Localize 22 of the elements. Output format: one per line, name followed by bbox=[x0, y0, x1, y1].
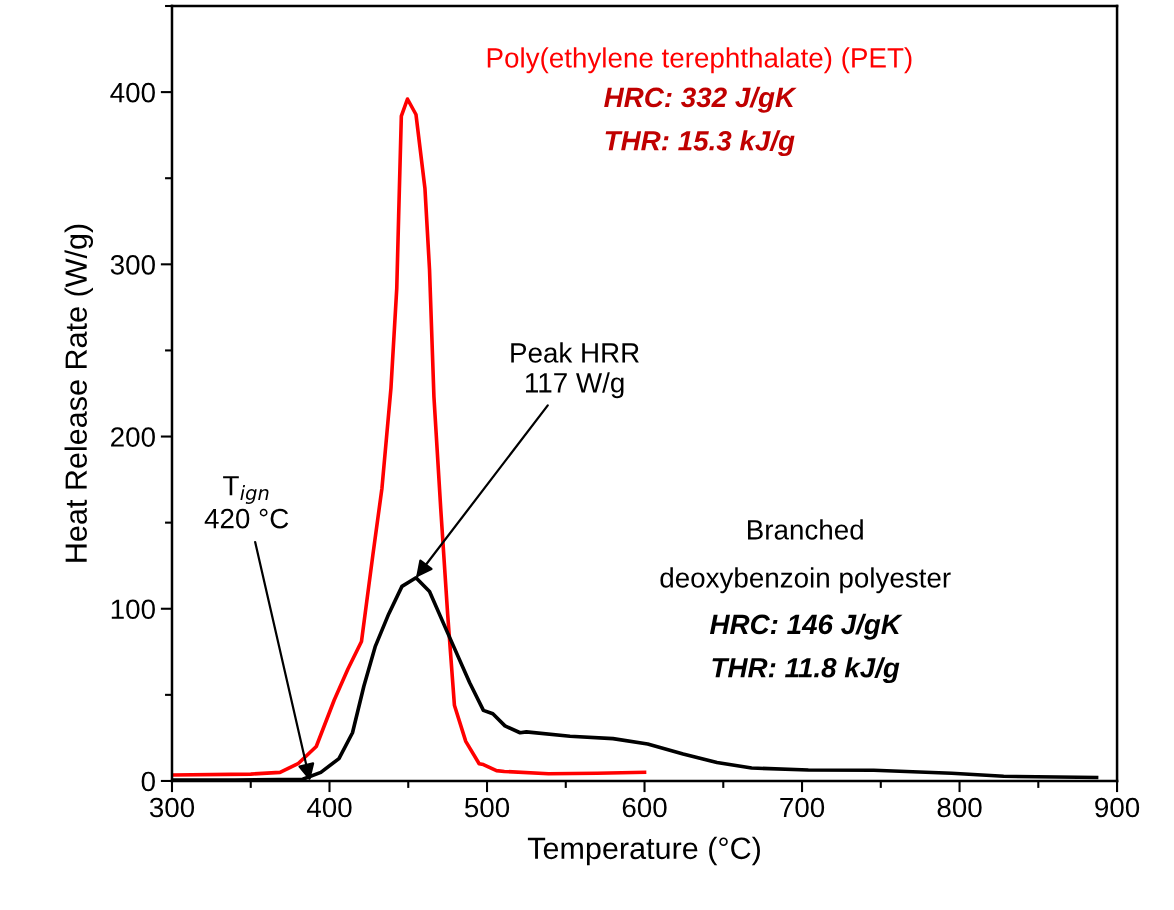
x-tick-label: 800 bbox=[937, 797, 982, 818]
text: Branched deoxybenzoin polyester bbox=[660, 519, 951, 594]
x-tick-label: 700 bbox=[780, 797, 825, 818]
annotation: T$_{ign}$ 420 °C bbox=[204, 476, 289, 529]
y-tick-label: 200 bbox=[111, 427, 155, 447]
x-tick-label: 900 bbox=[1095, 797, 1140, 818]
y-tick-label: 100 bbox=[111, 599, 155, 620]
x-tick-label: 600 bbox=[622, 797, 667, 818]
y-tick-label: 400 bbox=[110, 82, 155, 103]
y-axis-title: Heat Release Rate (W/g) bbox=[64, 224, 94, 562]
annotation: Peak HRR 117 W/g bbox=[511, 342, 639, 399]
annotation: THR: 15.3 kJ/g bbox=[605, 130, 795, 157]
y-tick-label: 0 bbox=[141, 771, 155, 792]
annotation: HRC: 146 J/gK bbox=[709, 613, 903, 640]
x-tick-label: 400 bbox=[306, 797, 352, 818]
annotation: HRC: 332 J/gK bbox=[604, 86, 797, 113]
annotation: THR: 11.8 kJ/g bbox=[712, 657, 900, 684]
text: Poly(ethylene terephthalate) (PET) bbox=[487, 47, 912, 74]
y-tick-label: 300 bbox=[110, 254, 155, 275]
x-tick-label: 500 bbox=[464, 797, 510, 818]
x-tick-label: 300 bbox=[149, 797, 195, 818]
x-axis-title: Temperature (°C) bbox=[527, 836, 760, 866]
